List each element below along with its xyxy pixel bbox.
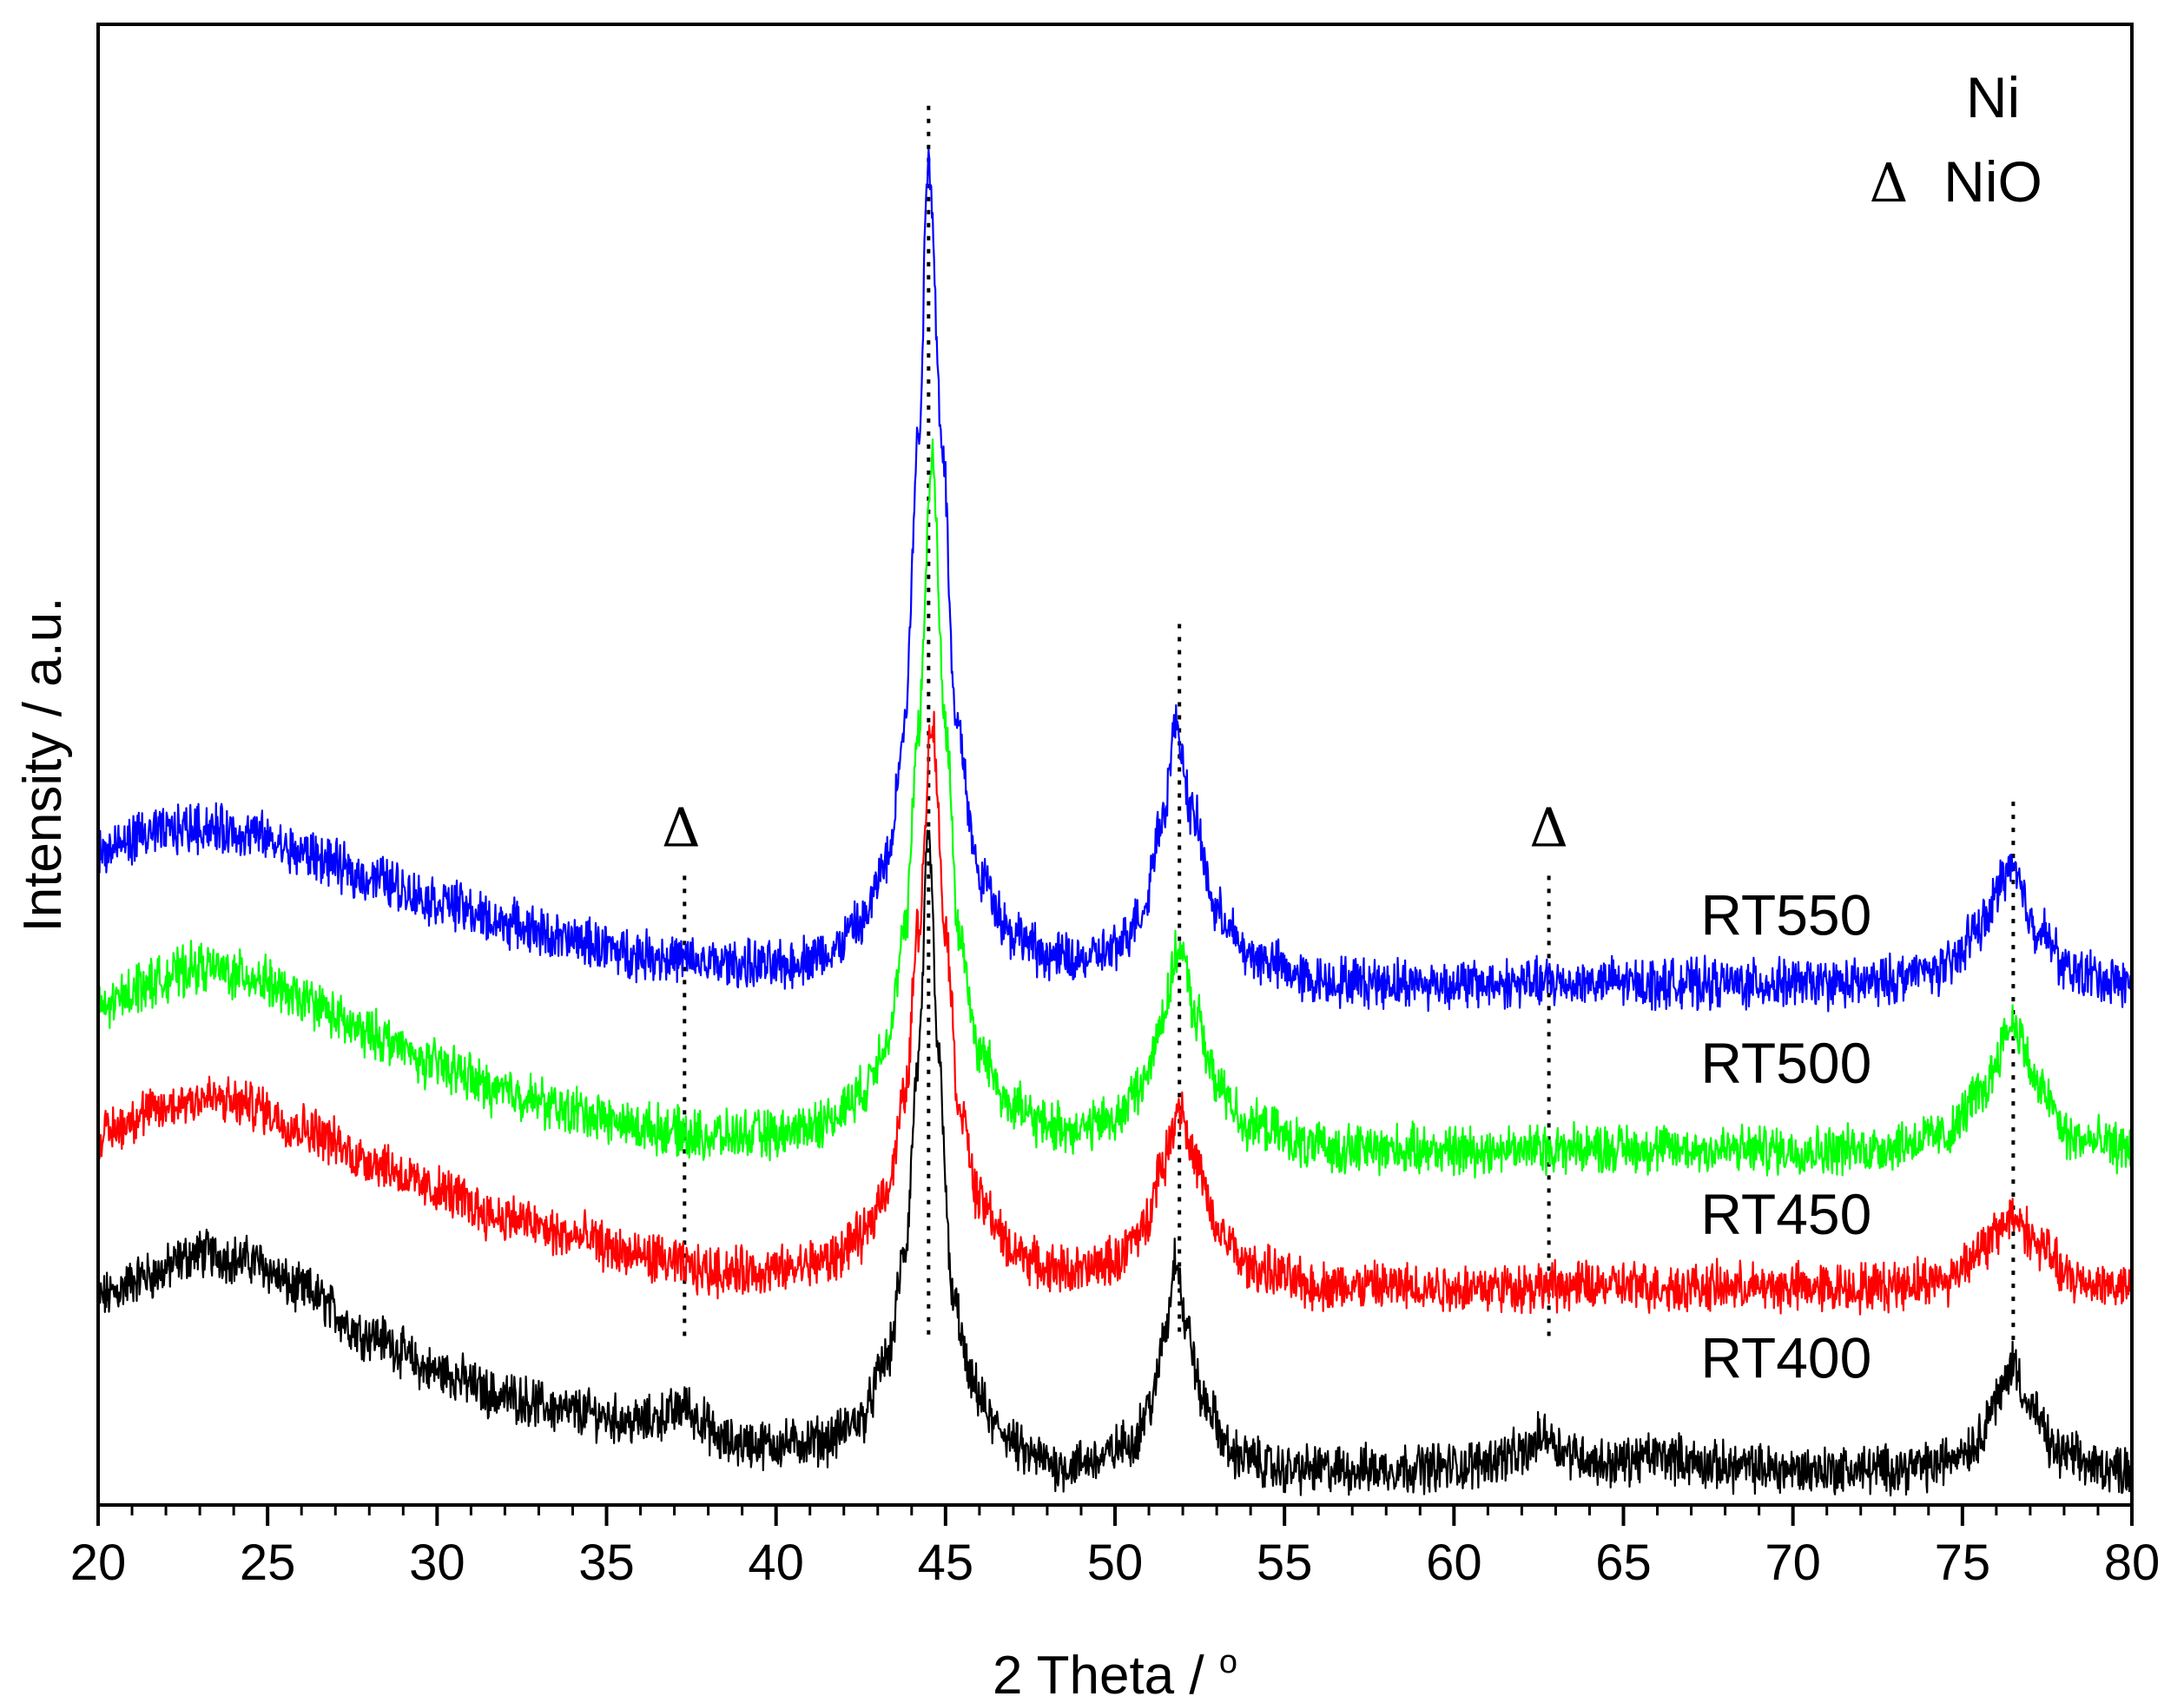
x-axis-title-text: 2 Theta / <box>993 1646 1219 1703</box>
series-label-rt500: RT500 <box>1700 1031 1871 1095</box>
nio-marker: Δ <box>662 795 701 859</box>
x-tick-label: 80 <box>2104 1535 2161 1591</box>
series-line-rt450 <box>96 710 2133 1316</box>
legend-label-nio: NiO <box>1943 149 2042 214</box>
legend-label-ni: Ni <box>1966 65 2020 129</box>
series-labels: RT400 RT450 RT500 RT550 <box>1700 883 1871 1390</box>
series-line-rt400 <box>96 829 2133 1497</box>
y-axis-title: Intensity / a.u. <box>13 597 73 933</box>
x-axis-title: 2 Theta / o <box>993 1644 1237 1703</box>
x-tick-label: 60 <box>1426 1535 1482 1591</box>
x-tick-label: 25 <box>240 1535 296 1591</box>
x-tick-label: 30 <box>409 1535 465 1591</box>
series-group <box>96 149 2133 1497</box>
plot-frame <box>96 23 2134 1507</box>
x-tick-label: 70 <box>1765 1535 1821 1591</box>
nio-marker: Δ <box>1529 795 1568 859</box>
x-axis-ticks: 20 25 30 35 40 45 50 55 60 65 70 75 80 <box>70 1505 2161 1591</box>
x-tick-label: 20 <box>70 1535 127 1591</box>
x-tick-label: 40 <box>748 1535 804 1591</box>
x-tick-label: 50 <box>1087 1535 1144 1591</box>
legend: Ni Δ NiO <box>1870 65 2042 215</box>
x-tick-label: 65 <box>1595 1535 1652 1591</box>
x-tick-label: 35 <box>578 1535 635 1591</box>
x-tick-label: 45 <box>918 1535 974 1591</box>
x-tick-label: 75 <box>1935 1535 1991 1591</box>
degree-superscript: o <box>1219 1644 1237 1680</box>
legend-symbol-nio: Δ <box>1870 151 1909 215</box>
series-label-rt550: RT550 <box>1700 883 1871 947</box>
series-line-rt550 <box>96 149 2133 1013</box>
x-tick-label: 55 <box>1257 1535 1313 1591</box>
series-label-rt450: RT450 <box>1700 1182 1871 1246</box>
series-label-rt400: RT400 <box>1700 1325 1871 1389</box>
series-line-rt500 <box>96 438 2133 1179</box>
